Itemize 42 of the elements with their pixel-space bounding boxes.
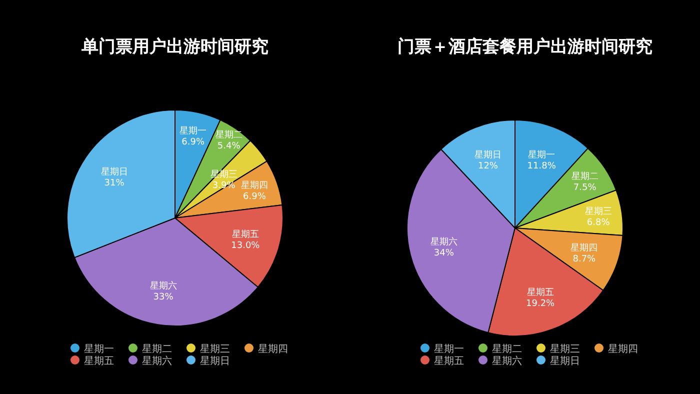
legend-label: 星期六 bbox=[142, 355, 172, 367]
data-label: 11.8% bbox=[527, 162, 556, 172]
legend-label: 星期五 bbox=[84, 355, 114, 367]
legend-label: 星期日 bbox=[550, 355, 580, 367]
data-label: 6.8% bbox=[586, 218, 610, 228]
slice-label: 星期六 bbox=[150, 280, 177, 292]
data-label: 19.2% bbox=[526, 298, 556, 309]
slice-label: 星期日 bbox=[100, 166, 128, 178]
slice-label: 星期五 bbox=[526, 286, 554, 298]
slice-label: 星期二 bbox=[215, 130, 242, 141]
slice-label: 星期五 bbox=[232, 228, 259, 240]
chart-title: 门票＋酒店套餐用户出游时间研究 bbox=[398, 37, 652, 57]
data-label: 6.9% bbox=[243, 192, 266, 202]
legend-label: 星期四 bbox=[258, 343, 288, 355]
slice-label: 星期四 bbox=[240, 180, 268, 192]
slice-label: 星期六 bbox=[430, 236, 458, 248]
slice-label: 星期二 bbox=[571, 170, 598, 182]
data-label: 33% bbox=[153, 292, 174, 302]
data-label: 8.7% bbox=[572, 254, 596, 265]
data-label: 5.4% bbox=[217, 142, 241, 152]
data-label: 6.9% bbox=[182, 138, 205, 148]
legend-label: 星期六 bbox=[492, 355, 522, 367]
legend-label: 星期一 bbox=[84, 343, 114, 355]
slice-label: 星期三 bbox=[584, 206, 612, 217]
legend-label: 星期四 bbox=[608, 343, 638, 355]
data-label: 34% bbox=[434, 248, 454, 258]
data-label: 31% bbox=[104, 178, 125, 189]
legend-label: 星期一 bbox=[434, 343, 464, 355]
legend-label: 星期二 bbox=[142, 343, 172, 355]
slice-label: 星期一 bbox=[180, 126, 207, 137]
legend-label: 星期五 bbox=[434, 355, 464, 367]
legend-label: 星期日 bbox=[200, 355, 230, 367]
data-label: 7.5% bbox=[573, 182, 597, 193]
data-label: 13.0% bbox=[231, 240, 260, 251]
slice-label: 星期一 bbox=[528, 150, 556, 161]
legend-label: 星期三 bbox=[200, 343, 230, 355]
legend-label: 星期二 bbox=[492, 343, 522, 355]
slice-label: 星期日 bbox=[474, 150, 502, 161]
chart-title: 单门票用户出游时间研究 bbox=[80, 37, 268, 57]
legend-label: 星期三 bbox=[550, 343, 580, 355]
slice-label: 星期四 bbox=[570, 242, 598, 254]
data-label: 12% bbox=[478, 162, 498, 172]
